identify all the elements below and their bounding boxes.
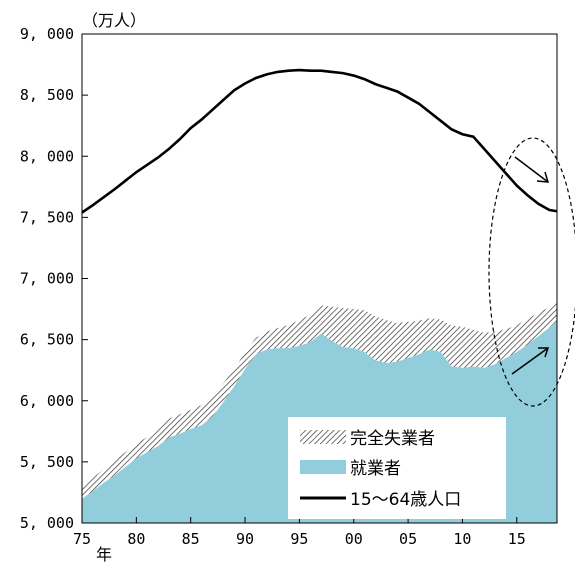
unemployed-area	[82, 301, 557, 499]
legend-label-employed: 就業者	[350, 459, 401, 479]
legend-label-population: 15～64歳人口	[350, 490, 461, 510]
y-axis: 5, 000 5, 500 6, 000 6, 500 7, 000 7, 500 8, 0…	[20, 25, 88, 532]
annotation	[488, 137, 575, 407]
legend: 完全失業者 就業者 15～64歳人口	[288, 417, 506, 519]
x-tick-label: 00	[345, 530, 363, 548]
y-tick-label: 5, 000	[20, 514, 74, 532]
population-line	[81, 68, 558, 214]
x-tick-label: 75	[73, 530, 91, 548]
x-tick-label: 90	[236, 530, 254, 548]
legend-label-unemployed: 完全失業者	[350, 429, 435, 449]
x-tick-label: 95	[290, 530, 308, 548]
x-tick-label: 10	[453, 530, 471, 548]
y-tick-label: 6, 000	[20, 392, 74, 410]
population-line-layer	[81, 68, 558, 214]
y-tick-label: 5, 500	[20, 453, 74, 471]
y-tick-label: 6, 500	[20, 331, 74, 349]
x-tick-label: 85	[182, 530, 200, 548]
unemployed-area-layer	[82, 301, 557, 499]
x-tick-label: 15	[508, 530, 526, 548]
legend-swatch-unemployed	[300, 430, 346, 444]
y-unit-label: （万人）	[82, 11, 146, 30]
y-tick-label: 7, 500	[20, 208, 74, 226]
x-axis-suffix: 年	[96, 545, 112, 564]
down-arrow	[514, 156, 549, 183]
legend-swatch-employed	[300, 460, 346, 474]
x-tick-label: 80	[127, 530, 145, 548]
y-tick-label: 8, 500	[20, 86, 74, 104]
x-axis: 75 80 85 90 95 00 05 10 15	[73, 517, 526, 548]
up-arrow	[511, 347, 549, 375]
highlight-ellipse	[488, 137, 575, 407]
x-tick-label: 05	[399, 530, 417, 548]
y-tick-label: 7, 000	[20, 270, 74, 288]
y-tick-label: 8, 000	[20, 147, 74, 165]
down-arrow-head	[536, 171, 550, 183]
y-tick-label: 9, 000	[20, 25, 74, 43]
up-arrow-head	[538, 347, 550, 358]
